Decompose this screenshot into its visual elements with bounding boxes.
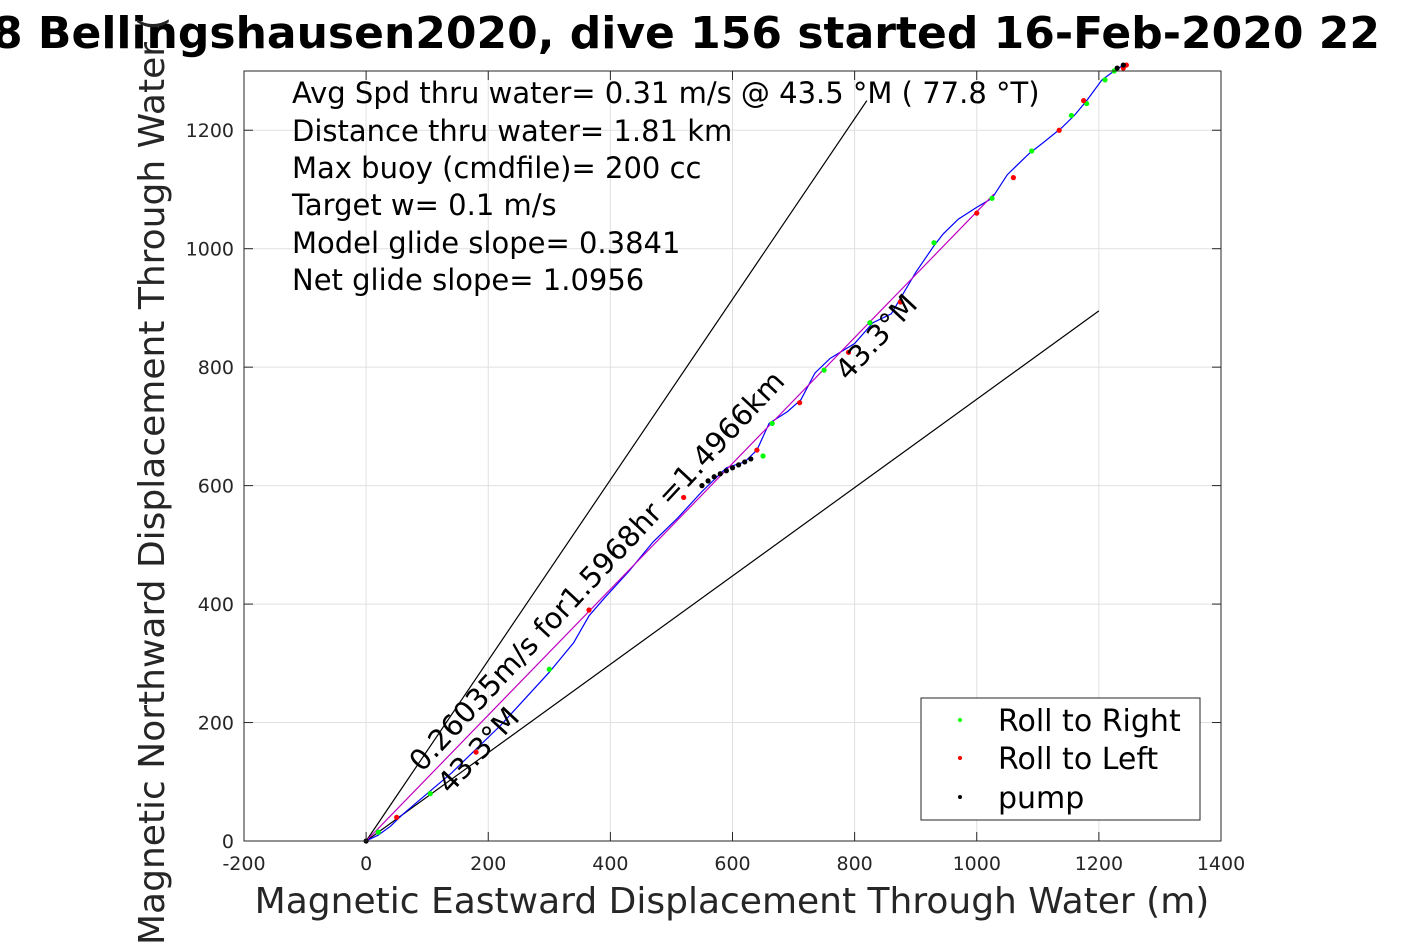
roll-right-point	[760, 453, 766, 459]
track-series-line	[365, 64, 1124, 842]
x-tick-label: 1400	[1197, 853, 1245, 875]
legend: Roll to Right Roll to Left pump	[920, 697, 1201, 821]
upper-envelope-line	[365, 100, 868, 842]
roll-right-point	[931, 240, 937, 246]
y-tick-label: 0	[222, 831, 234, 853]
pump-point	[742, 459, 748, 465]
roll-right-point	[1029, 148, 1035, 154]
info-line-max-buoy: Max buoy (cmdfile)= 200 cc	[292, 151, 701, 185]
guide-lines	[365, 100, 1100, 842]
info-block: Avg Spd thru water= 0.31 m/s @ 43.5 °M (…	[291, 76, 1040, 297]
pump-point	[736, 462, 742, 468]
y-tick-label: 1000	[186, 239, 234, 261]
lower-envelope-line	[365, 310, 1100, 842]
pump-point	[723, 468, 729, 474]
pump-point	[717, 471, 723, 477]
roll-right-point	[546, 666, 552, 672]
roll-right-point	[1102, 77, 1108, 83]
pump-point	[748, 456, 754, 462]
info-line-distance: Distance thru water= 1.81 km	[292, 114, 732, 148]
x-tick-label: 800	[836, 853, 872, 875]
roll-right-point	[427, 791, 433, 797]
roll-right-point	[867, 320, 873, 326]
roll-left-point	[1056, 127, 1062, 133]
y-tick-label: 600	[198, 476, 234, 498]
roll-left-point	[797, 400, 803, 406]
roll-right-point	[1068, 112, 1074, 119]
legend-label-roll-left: Roll to Left	[998, 742, 1158, 777]
roll-left-point	[974, 210, 980, 216]
pump-point	[729, 465, 736, 471]
info-line-model-glide: Model glide slope= 0.3841	[292, 226, 680, 260]
roll-left-point	[1081, 98, 1087, 104]
info-line-avg-speed: Avg Spd thru water= 0.31 m/s @ 43.5 °M (…	[292, 76, 1040, 110]
x-tick-label: 1000	[953, 853, 1001, 875]
series-layer	[365, 64, 1124, 842]
roll-left-point	[845, 349, 852, 355]
x-tick-label: 0	[360, 853, 372, 875]
x-tick-label: -200	[222, 853, 265, 875]
legend-label-pump: pump	[998, 781, 1084, 816]
pump-point	[1114, 65, 1120, 71]
roll-left-point	[586, 607, 592, 613]
chart-title: 8 Bellingshausen2020, dive 156 started 1…	[0, 8, 1380, 59]
y-tick-label: 400	[198, 594, 234, 616]
legend-marker-pump	[958, 795, 962, 799]
x-tick-label: 400	[592, 853, 628, 875]
x-tick-label: 600	[714, 853, 750, 875]
roll-right-point	[769, 420, 775, 427]
y-tick-label: 800	[198, 357, 234, 379]
roll-left-point	[1010, 175, 1016, 181]
y-axis-title: Magnetic Northward Displacement Through …	[132, 16, 173, 945]
roll-left-point	[394, 814, 400, 820]
roll-right-point	[375, 829, 381, 835]
roll-left-point	[897, 299, 904, 305]
x-axis-title: Magnetic Eastward Displacement Through W…	[255, 881, 1210, 922]
legend-box	[920, 697, 1201, 821]
roll-right-point	[989, 195, 995, 201]
x-tick-label: 200	[470, 853, 506, 875]
x-tick-label: 1200	[1075, 853, 1123, 875]
pump-point	[1120, 62, 1126, 68]
legend-label-roll-right: Roll to Right	[998, 704, 1181, 739]
roll-left-point	[754, 447, 760, 453]
info-line-net-glide: Net glide slope= 1.0956	[292, 263, 644, 297]
average-fit-series-line	[365, 193, 995, 842]
info-line-target-w: Target w= 0.1 m/s	[291, 188, 557, 222]
roll-left-point	[473, 749, 479, 755]
pump-point	[705, 478, 711, 484]
legend-marker-roll-right	[958, 718, 962, 722]
roll-right-point	[821, 367, 827, 373]
y-tick-label: 1200	[186, 120, 234, 142]
y-tick-label: 200	[198, 713, 234, 735]
roll-left-point	[681, 494, 687, 501]
axis-ticks: -200 0 200 400 600 800 1000 1200 140002004006008…	[186, 71, 1245, 875]
pump-point	[699, 483, 705, 489]
legend-marker-roll-left	[958, 756, 962, 760]
pump-point	[711, 474, 717, 480]
